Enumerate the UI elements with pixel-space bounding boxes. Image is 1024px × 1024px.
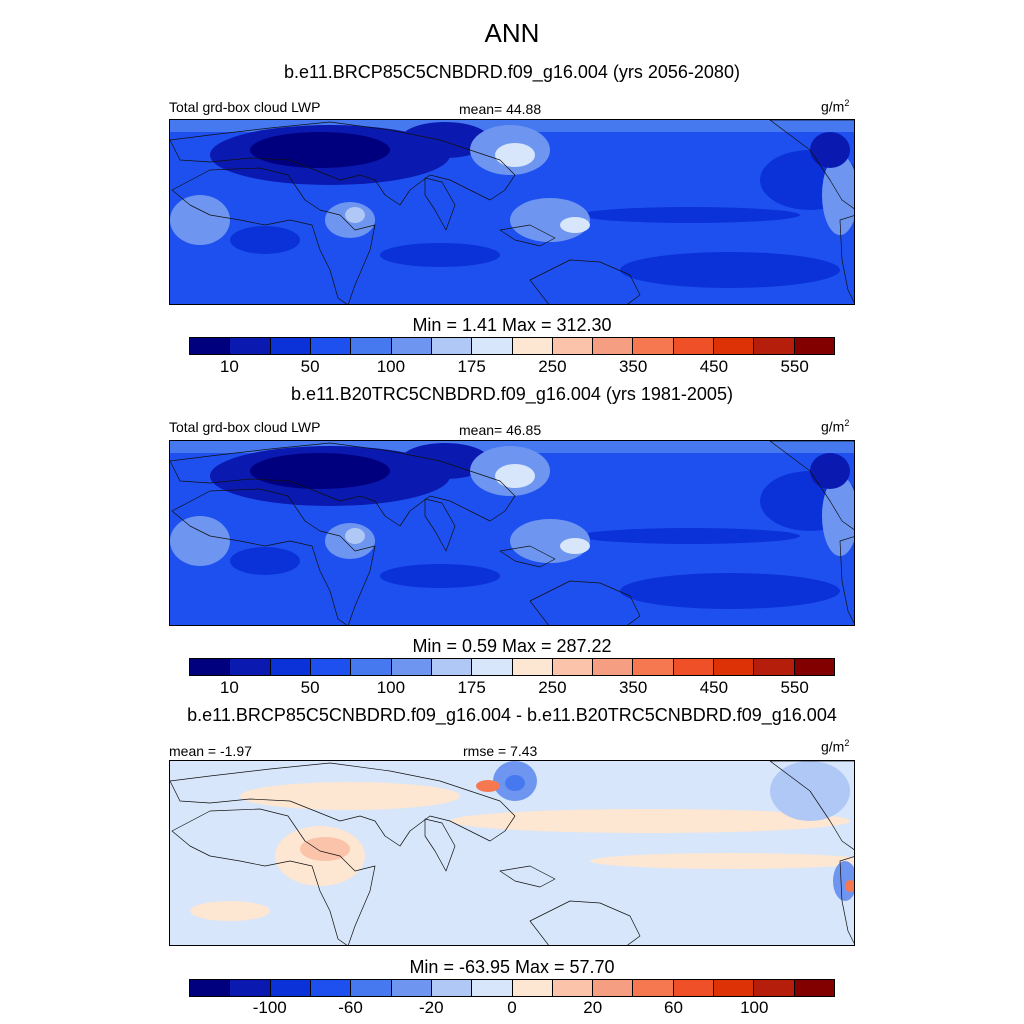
map-field (170, 441, 854, 625)
colorbar-swatch (431, 980, 473, 996)
map-field (170, 761, 854, 945)
colorbar-tick-label: -20 (418, 998, 444, 1017)
colorbar-swatch (714, 338, 755, 354)
map-field (170, 120, 854, 304)
panel3-map (169, 760, 855, 946)
colorbar-tick-label: 10 (219, 357, 239, 376)
colorbar-swatch (552, 659, 594, 675)
colorbar-swatch (673, 980, 715, 996)
colorbar-swatch (512, 338, 553, 354)
colorbar-tick-label: 10 (219, 678, 239, 697)
panel1-case-title: b.e11.BRCP85C5CNBDRD.f09_g16.004 (yrs 20… (284, 62, 740, 82)
colorbar-swatch (794, 980, 834, 996)
panel2-map (169, 440, 855, 626)
panel3-case-title: b.e11.BRCP85C5CNBDRD.f09_g16.004 - b.e11… (187, 705, 837, 725)
colorbar-tick-label: 550 (780, 678, 809, 697)
colorbar-swatch (472, 980, 513, 996)
colorbar-swatch (633, 659, 674, 675)
plot-title: ANN (484, 18, 540, 48)
panel2-mean-label: mean= 46.85 (459, 422, 542, 438)
panel1-colorbar (189, 337, 835, 355)
colorbar-swatch (391, 980, 432, 996)
colorbar-tick-label: 350 (618, 678, 648, 697)
colorbar-tick-label: 0 (507, 998, 517, 1017)
colorbar-swatch (794, 338, 834, 354)
colorbar-tick-label: 50 (300, 678, 320, 697)
panel1-units: g/m2 (821, 98, 850, 115)
colorbar-tick-label: 550 (780, 357, 809, 376)
colorbar-tick-label: 100 (376, 357, 406, 376)
panel1-variable-label: Total grd-box cloud LWP (169, 99, 321, 115)
colorbar-swatch (270, 338, 311, 354)
panel3-colorbar (189, 979, 835, 997)
colorbar-tick-label: 20 (583, 998, 603, 1017)
colorbar-tick-label: 350 (618, 357, 648, 376)
colorbar-swatch (270, 659, 311, 675)
panel2-variable-label: Total grd-box cloud LWP (169, 419, 321, 435)
colorbar-swatch (351, 338, 392, 354)
colorbar-swatch (391, 338, 432, 354)
colorbar-swatch (270, 980, 311, 996)
colorbar-swatch (512, 980, 553, 996)
colorbar-tick-label: 175 (457, 678, 486, 697)
colorbar-tick-label: 50 (300, 357, 320, 376)
colorbar-swatch (754, 980, 795, 996)
colorbar-tick-label: 175 (457, 357, 486, 376)
colorbar-swatch (714, 659, 755, 675)
colorbar-swatch (472, 659, 513, 675)
colorbar-swatch (351, 659, 392, 675)
colorbar-tick-label: 450 (699, 678, 729, 697)
colorbar-tick-label: 450 (699, 357, 729, 376)
colorbar-tick-label: 250 (538, 357, 567, 376)
colorbar-swatch (310, 659, 352, 675)
colorbar-swatch (633, 338, 674, 354)
panel3-mean-label: mean = -1.97 (169, 743, 252, 759)
colorbar-swatch (190, 659, 231, 675)
colorbar-tick-label: -60 (338, 998, 363, 1017)
colorbar-swatch (673, 659, 715, 675)
colorbar-tick-label: 250 (538, 678, 567, 697)
panel3-minmax: Min = -63.95 Max = 57.70 (409, 957, 615, 977)
colorbar-swatch (593, 980, 634, 996)
colorbar-swatch (593, 338, 634, 354)
panel2-minmax: Min = 0.59 Max = 287.22 (412, 636, 612, 656)
colorbar-tick-label: 100 (376, 678, 406, 697)
colorbar-tick-label: 100 (740, 998, 769, 1017)
colorbar-tick-label: -100 (252, 998, 287, 1017)
panel1-mean-label: mean= 44.88 (459, 101, 542, 117)
colorbar-swatch (714, 980, 755, 996)
colorbar-swatch (633, 980, 674, 996)
colorbar-swatch (472, 338, 513, 354)
colorbar-swatch (351, 980, 392, 996)
colorbar-swatch (552, 338, 594, 354)
panel2-units: g/m2 (821, 418, 850, 435)
colorbar-swatch (552, 980, 594, 996)
panel1-minmax: Min = 1.41 Max = 312.30 (412, 315, 612, 335)
colorbar-swatch (310, 338, 352, 354)
colorbar-swatch (190, 980, 231, 996)
panel2-colorbar (189, 658, 835, 676)
colorbar-swatch (512, 659, 553, 675)
panel3-rmse-label: rmse = 7.43 (463, 743, 538, 759)
colorbar-tick-label: 60 (664, 998, 683, 1017)
colorbar-swatch (230, 980, 271, 996)
colorbar-swatch (190, 338, 231, 354)
colorbar-swatch (230, 338, 271, 354)
colorbar-swatch (431, 338, 473, 354)
colorbar-swatch (754, 659, 795, 675)
colorbar-swatch (431, 659, 473, 675)
colorbar-swatch (310, 980, 352, 996)
panel3-units: g/m2 (821, 738, 850, 755)
panel2-case-title: b.e11.B20TRC5CNBDRD.f09_g16.004 (yrs 198… (291, 384, 733, 404)
colorbar-swatch (230, 659, 271, 675)
colorbar-swatch (794, 659, 834, 675)
colorbar-swatch (593, 659, 634, 675)
colorbar-swatch (754, 338, 795, 354)
colorbar-swatch (673, 338, 715, 354)
panel1-map (169, 119, 855, 305)
colorbar-swatch (391, 659, 432, 675)
